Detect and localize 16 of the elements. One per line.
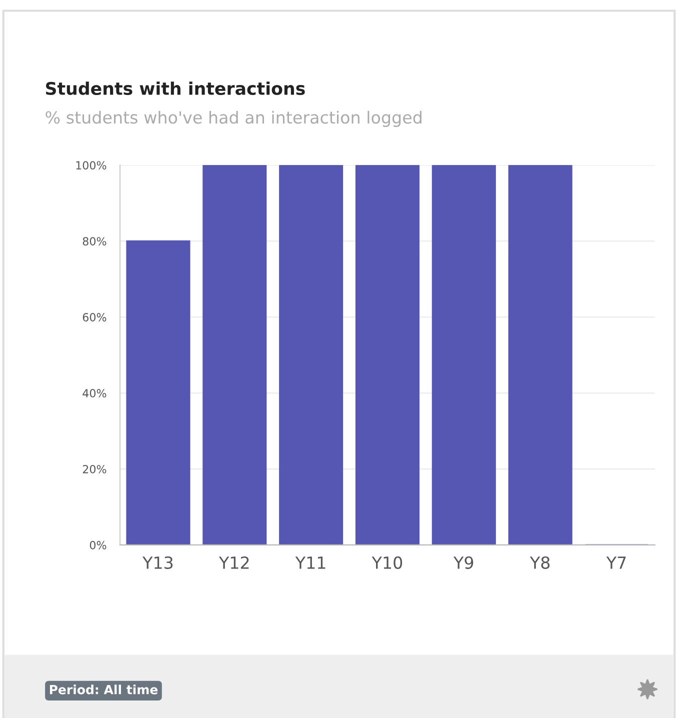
- y-tick-label: 80%: [82, 237, 106, 246]
- x-tick-label: Y7: [606, 556, 626, 569]
- text: Period: All time: [50, 684, 158, 694]
- y-tick-label: 60%: [82, 313, 106, 322]
- chart-subtitle: % students who've had an interaction logged: [46, 110, 422, 127]
- chart-title: Students with interactions: [46, 82, 305, 96]
- x-tick-label: Y13: [142, 556, 173, 569]
- x-tick-label: Y12: [218, 556, 249, 569]
- y-tick-label: 0%: [90, 540, 106, 550]
- x-tick-label: Y9: [453, 556, 474, 569]
- y-tick-label: 100%: [76, 161, 106, 170]
- y-tick-label: 20%: [82, 464, 106, 474]
- x-tick-label: Y11: [295, 556, 326, 569]
- x-tick-label: Y10: [372, 556, 402, 569]
- y-tick-label: 40%: [82, 389, 106, 398]
- x-tick-label: Y8: [530, 556, 550, 569]
